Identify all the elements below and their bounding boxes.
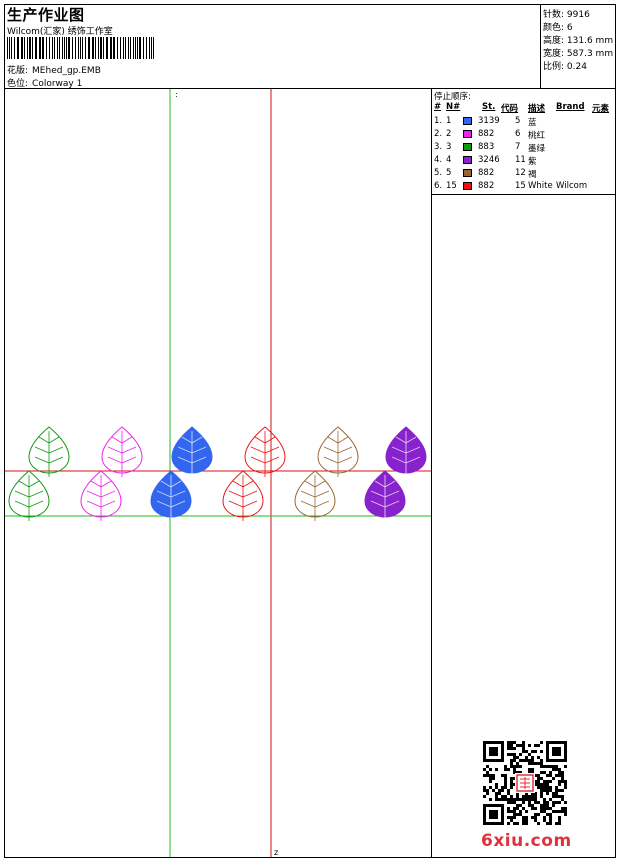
stop-row-stitches: 883 [478, 142, 495, 152]
leaf-motif [80, 470, 122, 521]
stop-row-code: 7 [515, 142, 521, 152]
stop-sequence-title: 停止顺序: [434, 92, 471, 102]
stop-row: 4. 4 3246 11 紫 [432, 155, 615, 168]
stop-row-index: 5. [434, 168, 443, 178]
thread-color-swatch [463, 117, 472, 125]
stop-row-stitches: 882 [478, 129, 495, 139]
stitch-count-value: 9916 [566, 10, 590, 20]
stop-row-needle: 15 [446, 181, 457, 191]
leaf-motif [222, 470, 264, 521]
stop-row-code: 15 [515, 181, 526, 191]
stop-row: 5. 5 882 12 褐 [432, 168, 615, 181]
stop-row-code: 11 [515, 155, 526, 165]
stop-row-description: 蓝 [528, 118, 537, 128]
design-width-label: 宽度: [543, 49, 565, 59]
stop-row-stitches: 3139 [478, 116, 500, 126]
col-header-needle: N# [446, 102, 461, 112]
stop-row-description: 桃红 [528, 131, 546, 141]
top-guide-mark: : [175, 90, 178, 99]
stop-row-index: 4. [434, 155, 443, 165]
thread-color-swatch [463, 143, 472, 151]
stop-row: 6. 15 882 15 White Wilcom [432, 181, 615, 194]
design-file-line: 花版: MEhed_gp.EMB [7, 63, 101, 76]
col-header-index: # [434, 102, 442, 112]
stitch-count-label: 针数: [543, 10, 565, 20]
design-file-value: MEhed_gp.EMB [32, 66, 101, 76]
page-title: 生产作业图 [7, 6, 85, 24]
stop-row-description: 紫 [528, 157, 537, 167]
col-header-brand: Brand [556, 102, 585, 112]
bottom-guide-mark: z [274, 848, 278, 857]
colorway-value: Colorway 1 [32, 79, 83, 89]
stop-row: 2. 2 882 6 桃红 [432, 129, 615, 142]
watermark-text: 6xiu.com [481, 831, 572, 851]
design-height-value: 131.6 mm [566, 36, 614, 46]
stop-row-index: 1. [434, 116, 443, 126]
design-scale: 比例: 0.24 [543, 59, 587, 72]
design-file-label: 花版: [7, 66, 29, 76]
leaf-motifs [8, 426, 427, 521]
design-width-value: 587.3 mm [566, 49, 614, 59]
stop-row-needle: 4 [446, 155, 452, 165]
qr-code-icon [483, 741, 567, 825]
col-header-element: 元素 [592, 104, 610, 114]
stop-row-needle: 1 [446, 116, 452, 126]
stop-row-brand: Wilcom [556, 181, 588, 191]
design-height-label: 高度: [543, 36, 565, 46]
leaf-motif [294, 470, 336, 521]
stop-row-description: White [528, 181, 553, 191]
col-header-code: 代码 [501, 104, 519, 114]
stop-row-needle: 3 [446, 142, 452, 152]
embroidery-canvas: : z [5, 89, 431, 857]
thread-color-swatch [463, 169, 472, 177]
design-width: 宽度: 587.3 mm [543, 46, 613, 59]
color-count-value: 6 [566, 23, 573, 33]
col-header-stitches: St. [482, 102, 496, 112]
thread-color-swatch [463, 182, 472, 190]
barcode-icon [7, 37, 154, 59]
stop-row-stitches: 882 [478, 168, 495, 178]
stop-row: 1. 1 3139 5 蓝 [432, 116, 615, 129]
stop-row-description: 褐 [528, 170, 537, 180]
stop-row-index: 2. [434, 129, 443, 139]
design-scale-label: 比例: [543, 62, 565, 72]
stop-row-stitches: 3246 [478, 155, 500, 165]
stop-row-index: 3. [434, 142, 443, 152]
stop-row-stitches: 882 [478, 181, 495, 191]
production-worksheet: 生产作业图 Wilcom(汇家) 绣饰工作室 花版: MEhed_gp.EMB 色… [4, 4, 616, 858]
leaf-motif [28, 426, 70, 477]
leaf-motif [385, 426, 427, 477]
stop-row-needle: 5 [446, 168, 452, 178]
color-count-label: 颜色: [543, 23, 565, 33]
leaf-motif [171, 426, 213, 477]
stop-row-needle: 2 [446, 129, 452, 139]
leaf-motif [317, 426, 359, 477]
leaf-motif [101, 426, 143, 477]
thread-color-swatch [463, 130, 472, 138]
colorway-line: 色位: Colorway 1 [7, 76, 82, 89]
color-count: 颜色: 6 [543, 20, 573, 33]
leaf-motif [8, 470, 50, 521]
stop-row-code: 6 [515, 129, 521, 139]
leaf-motif [244, 426, 286, 477]
stop-row-index: 6. [434, 181, 443, 191]
colorway-label: 色位: [7, 79, 29, 89]
stop-row-code: 12 [515, 168, 526, 178]
company-name: Wilcom(汇家) 绣饰工作室 [7, 27, 113, 37]
col-header-description: 描述 [528, 104, 546, 114]
stop-row-description: 墨绿 [528, 144, 546, 154]
leaf-motif [150, 470, 192, 521]
stop-sequence-table: 停止顺序: # N# St. 代码 描述 Brand 元素 1. 1 3139 5 蓝 2… [432, 89, 615, 195]
stop-row-code: 5 [515, 116, 521, 126]
design-height: 高度: 131.6 mm [543, 33, 613, 46]
embroidery-preview: : z [5, 89, 432, 857]
thread-color-swatch [463, 156, 472, 164]
leaf-motif [364, 470, 406, 521]
stitch-count: 针数: 9916 [543, 7, 590, 20]
header-block: 生产作业图 Wilcom(汇家) 绣饰工作室 花版: MEhed_gp.EMB 色… [5, 5, 541, 89]
design-info-box: 针数: 9916 颜色: 6 高度: 131.6 mm 宽度: 587.3 mm… [541, 5, 615, 89]
design-scale-value: 0.24 [566, 62, 587, 72]
stop-row: 3. 3 883 7 墨绿 [432, 142, 615, 155]
